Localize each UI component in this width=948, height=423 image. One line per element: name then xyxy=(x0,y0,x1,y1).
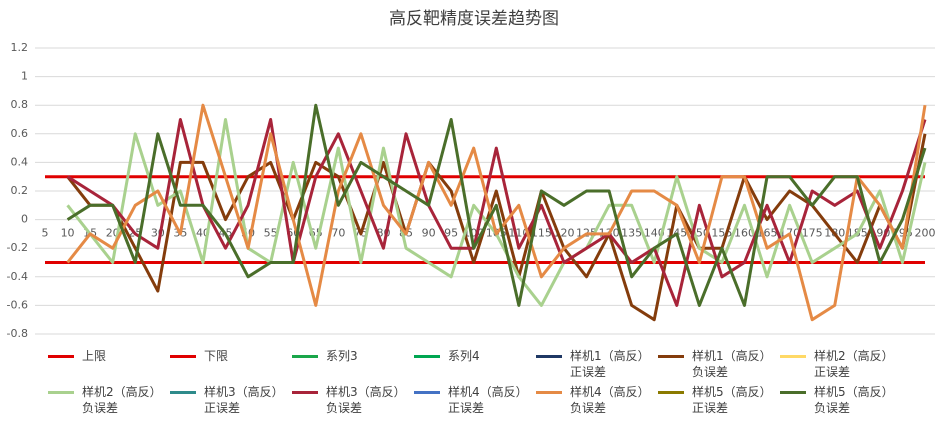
legend: 上限 下限 系列3 系列4 样机1（高反）正误差 样机1（高反）负误差 样机2（高反）正误差… xyxy=(48,348,938,416)
legend-swatch xyxy=(780,391,806,394)
legend-swatch xyxy=(780,355,806,358)
legend-item: 样机2（高反）负误差 xyxy=(48,384,170,416)
y-tick-label: 0.6 xyxy=(11,127,29,140)
legend-label: 样机5（高反）正误差 xyxy=(692,385,772,415)
legend-label: 下限 xyxy=(204,349,229,363)
x-tick-label: 5 xyxy=(42,227,49,240)
legend-swatch xyxy=(658,355,684,358)
series-line xyxy=(66,133,927,322)
legend-swatch xyxy=(292,391,318,394)
legend-swatch xyxy=(170,355,196,358)
x-tick-label: 10 xyxy=(61,227,75,240)
legend-item: 样机3（高反）负误差 xyxy=(292,384,414,416)
legend-swatch xyxy=(414,391,440,394)
y-tick-label: 1.2 xyxy=(11,41,29,54)
y-tick-label: 0 xyxy=(21,213,28,226)
legend-label: 系列3 xyxy=(326,349,358,363)
legend-item: 样机1（高反）负误差 xyxy=(658,348,780,380)
x-tick-label: 90 xyxy=(422,227,436,240)
x-tick-label: 95 xyxy=(444,227,458,240)
legend-item: 系列4 xyxy=(414,348,536,380)
legend-label: 样机3（高反）负误差 xyxy=(326,385,406,415)
legend-item: 上限 xyxy=(48,348,170,380)
x-tick-label: 115 xyxy=(531,227,552,240)
series-line xyxy=(66,103,927,322)
legend-item: 样机4（高反）正误差 xyxy=(414,384,536,416)
y-tick-label: -0.6 xyxy=(7,298,28,311)
legend-label: 样机1（高反）正误差 xyxy=(570,349,650,379)
series-line xyxy=(66,118,927,307)
y-tick-label: -0.4 xyxy=(7,270,28,283)
legend-item: 系列3 xyxy=(292,348,414,380)
legend-item: 样机5（高反）负误差 xyxy=(780,384,902,416)
x-tick-label: 135 xyxy=(621,227,642,240)
legend-item: 样机1（高反）正误差 xyxy=(536,348,658,380)
y-tick-label: 0.4 xyxy=(11,155,29,168)
series-line xyxy=(66,103,927,307)
legend-swatch xyxy=(170,391,196,394)
y-tick-label: -0.8 xyxy=(7,327,28,340)
legend-swatch xyxy=(658,391,684,394)
chart-title: 高反靶精度误差趋势图 xyxy=(389,9,559,29)
legend-item: 下限 xyxy=(170,348,292,380)
legend-swatch xyxy=(536,355,562,358)
chart: 高反靶精度误差趋势图 -0.8 -0.6 -0.4 -0.2 0 0.2 0.4 0.6 0.8… xyxy=(7,9,936,340)
y-tick-label: 0.2 xyxy=(11,184,29,197)
legend-item: 样机5（高反）正误差 xyxy=(658,384,780,416)
legend-swatch xyxy=(292,355,318,358)
legend-item: 样机4（高反）负误差 xyxy=(536,384,658,416)
legend-swatch xyxy=(48,355,74,358)
x-tick-label: 160 xyxy=(734,227,755,240)
legend-label: 样机4（高反）负误差 xyxy=(570,385,650,415)
legend-label: 上限 xyxy=(82,349,107,363)
legend-swatch xyxy=(536,391,562,394)
legend-label: 样机1（高反）负误差 xyxy=(692,349,772,379)
legend-swatch xyxy=(414,355,440,358)
legend-label: 样机2（高反）负误差 xyxy=(82,385,162,415)
y-tick-label: -0.2 xyxy=(7,241,28,254)
y-tick-label: 1 xyxy=(21,70,28,83)
x-tick-label: 55 xyxy=(264,227,278,240)
x-tick-label: 200 xyxy=(915,227,936,240)
legend-label: 样机5（高反）负误差 xyxy=(814,385,894,415)
legend-item: 样机2（高反）正误差 xyxy=(780,348,902,380)
x-tick-label: 175 xyxy=(802,227,823,240)
legend-swatch xyxy=(48,391,74,394)
legend-label: 样机4（高反）正误差 xyxy=(448,385,528,415)
legend-label: 样机2（高反）正误差 xyxy=(814,349,894,379)
legend-label: 系列4 xyxy=(448,349,480,363)
legend-item: 样机3（高反）正误差 xyxy=(170,384,292,416)
x-tick-label: 70 xyxy=(331,227,345,240)
legend-label: 样机3（高反）正误差 xyxy=(204,385,284,415)
y-tick-label: 0.8 xyxy=(11,98,29,111)
x-tick-label: 140 xyxy=(644,227,665,240)
